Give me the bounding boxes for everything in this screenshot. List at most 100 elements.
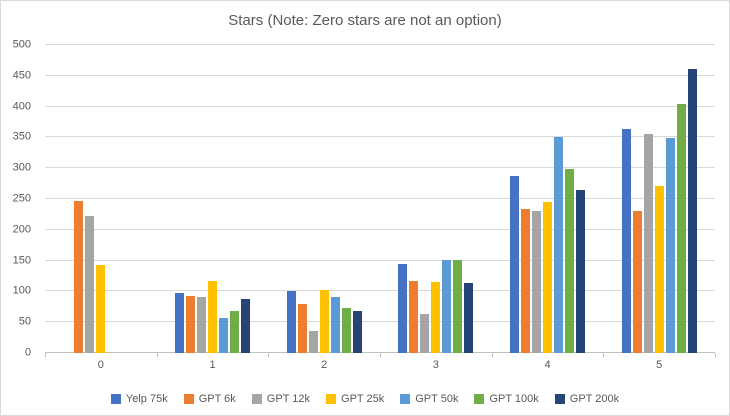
bar-gpt-12k-cat-0 <box>85 216 95 353</box>
bar-group-2 <box>268 45 380 353</box>
x-axis-tick <box>491 353 493 357</box>
gridline <box>45 105 715 107</box>
legend-item-gpt-200k: GPT 200k <box>554 393 620 405</box>
bar-gpt-12k-cat-5 <box>643 133 653 353</box>
legend-swatch-icon <box>251 394 262 404</box>
y-tick-label: 0 <box>24 346 31 359</box>
y-tick-label: 100 <box>12 284 31 297</box>
y-tick-label: 150 <box>12 254 31 267</box>
legend-label: GPT 200k <box>569 393 620 405</box>
bar-gpt-25k-cat-2 <box>319 289 329 353</box>
bar-gpt-50k-cat-3 <box>442 259 452 353</box>
bar-gpt-6k-cat-3 <box>409 280 419 353</box>
bar-gpt-50k-cat-1 <box>219 317 228 353</box>
bar-gpt-12k-cat-3 <box>420 314 430 353</box>
bar-group-4 <box>492 45 604 353</box>
gridline <box>45 228 715 230</box>
bar-yelp-75k-cat-4 <box>510 176 520 353</box>
legend-label: GPT 50k <box>415 393 459 405</box>
bar-gpt-25k-cat-3 <box>431 282 441 353</box>
bar-gpt-25k-cat-1 <box>208 280 217 353</box>
bar-yelp-75k-cat-1 <box>175 292 184 353</box>
legend-swatch-icon <box>474 394 485 404</box>
x-tick-label: 2 <box>321 359 328 371</box>
bar-gpt-100k-cat-3 <box>453 259 463 353</box>
bar-yelp-75k-cat-3 <box>398 264 408 353</box>
bar-gpt-6k-cat-5 <box>632 211 642 353</box>
bar-gpt-25k-cat-5 <box>654 186 664 353</box>
bar-gpt-25k-cat-4 <box>543 202 553 353</box>
gridline <box>45 259 715 261</box>
legend-item-yelp-75k: Yelp 75k <box>110 393 168 405</box>
bar-gpt-200k-cat-4 <box>576 189 586 353</box>
y-tick-label: 350 <box>12 130 31 143</box>
x-tick-label: 1 <box>209 359 216 371</box>
gridline <box>45 44 715 45</box>
x-tick-label: 5 <box>656 359 663 371</box>
plot-area <box>45 44 716 357</box>
bar-gpt-200k-cat-3 <box>464 282 474 353</box>
x-tick-label: 3 <box>432 359 439 371</box>
x-axis-tick <box>715 353 716 357</box>
y-tick-label: 500 <box>12 38 31 51</box>
bar-group-1 <box>157 45 269 353</box>
y-axis-labels: 0 50 100 150 200 250 300 350 400 450 500 <box>1 39 39 358</box>
y-tick-label: 50 <box>18 315 31 328</box>
legend-label: GPT 100k <box>489 393 539 405</box>
legend-item-gpt-50k: GPT 50k <box>400 393 458 405</box>
bar-yelp-75k-cat-5 <box>621 128 631 353</box>
gridline <box>45 198 715 199</box>
y-tick-label: 450 <box>12 69 31 82</box>
bar-gpt-12k-cat-2 <box>308 330 318 353</box>
gridline <box>45 167 715 169</box>
gridline <box>45 136 715 138</box>
bar-gpt-100k-cat-4 <box>565 169 575 353</box>
x-axis-tick <box>603 353 605 357</box>
legend-item-gpt-6k: GPT 6k <box>183 393 236 405</box>
y-tick-label: 300 <box>12 161 31 174</box>
legend: Yelp 75k GPT 6k GPT 12k GPT 25k GPT 50k GPT 1… <box>1 393 729 405</box>
bar-gpt-200k-cat-5 <box>687 69 697 353</box>
gridline <box>45 74 715 76</box>
x-axis-tick <box>380 353 381 357</box>
gridline <box>45 290 715 292</box>
bar-group-3 <box>380 45 492 353</box>
bar-gpt-6k-cat-4 <box>521 208 531 353</box>
legend-label: GPT 12k <box>266 393 311 405</box>
bar-group-0 <box>45 45 157 353</box>
bar-gpt-50k-cat-2 <box>330 296 340 353</box>
legend-label: GPT 6k <box>198 393 236 405</box>
bar-gpt-6k-cat-2 <box>297 303 307 353</box>
x-axis-line <box>45 352 715 353</box>
bar-gpt-6k-cat-0 <box>74 201 84 353</box>
y-tick-label: 200 <box>12 223 31 236</box>
x-axis-tick <box>268 353 270 357</box>
x-axis-tick <box>156 353 158 357</box>
bar-yelp-75k-cat-2 <box>286 291 296 353</box>
bar-gpt-200k-cat-1 <box>241 299 250 353</box>
legend-swatch-icon <box>400 394 411 404</box>
legend-label: Yelp 75k <box>125 393 168 405</box>
legend-swatch-icon <box>554 394 565 404</box>
bar-gpt-6k-cat-1 <box>186 296 195 353</box>
legend-swatch-icon <box>183 394 194 404</box>
bar-gpt-12k-cat-4 <box>532 211 542 353</box>
bar-gpt-12k-cat-1 <box>197 296 206 353</box>
legend-swatch-icon <box>326 394 337 404</box>
y-tick-label: 400 <box>12 100 31 113</box>
x-axis-tick <box>45 353 46 357</box>
chart-title: Stars (Note: Zero stars are not an optio… <box>228 12 502 29</box>
gridline <box>45 321 715 323</box>
bar-gpt-25k-cat-0 <box>96 264 106 353</box>
bar-gpt-100k-cat-5 <box>676 103 686 353</box>
x-tick-label: 4 <box>544 359 551 371</box>
bar-group-5 <box>603 45 715 353</box>
legend-swatch-icon <box>110 394 121 404</box>
legend-label: GPT 25k <box>341 393 385 405</box>
bar-gpt-100k-cat-2 <box>341 308 351 353</box>
bar-gpt-200k-cat-2 <box>352 310 362 353</box>
bar-gpt-50k-cat-5 <box>665 138 675 353</box>
bar-groups <box>45 45 715 353</box>
y-tick-label: 250 <box>12 192 31 205</box>
